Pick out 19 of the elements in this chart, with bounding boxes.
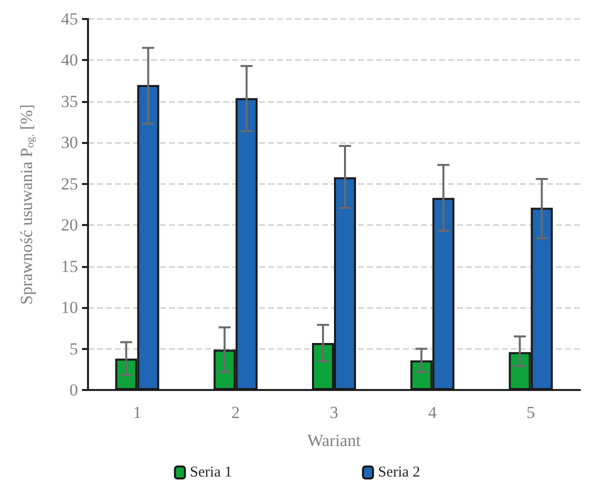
x-tick-label: 3 — [330, 403, 338, 422]
y-tick-label: 10 — [61, 298, 78, 318]
y-tick-label: 5 — [70, 339, 78, 358]
y-tick-label: 30 — [61, 133, 78, 152]
x-tick-label: 1 — [132, 403, 142, 422]
legend-label: Seria 2 — [378, 464, 420, 480]
legend-label: Seria 1 — [190, 464, 232, 480]
y-tick-label: 25 — [61, 174, 78, 194]
y-tick-label: 45 — [61, 10, 78, 28]
x-axis-title: Wariant — [307, 431, 361, 450]
y-tick-label: 35 — [61, 92, 78, 111]
y-tick-label: 20 — [61, 216, 78, 235]
y-tick-label: 15 — [61, 256, 78, 276]
x-tick-label: 4 — [428, 403, 438, 422]
x-tick-label: 2 — [231, 403, 240, 422]
y-tick-label: 0 — [70, 380, 78, 400]
y-axis-title: Sprawność usuwania Pog. [%] — [17, 104, 36, 305]
x-tick-label: 5 — [526, 403, 536, 422]
y-tick-label: 40 — [61, 50, 78, 70]
